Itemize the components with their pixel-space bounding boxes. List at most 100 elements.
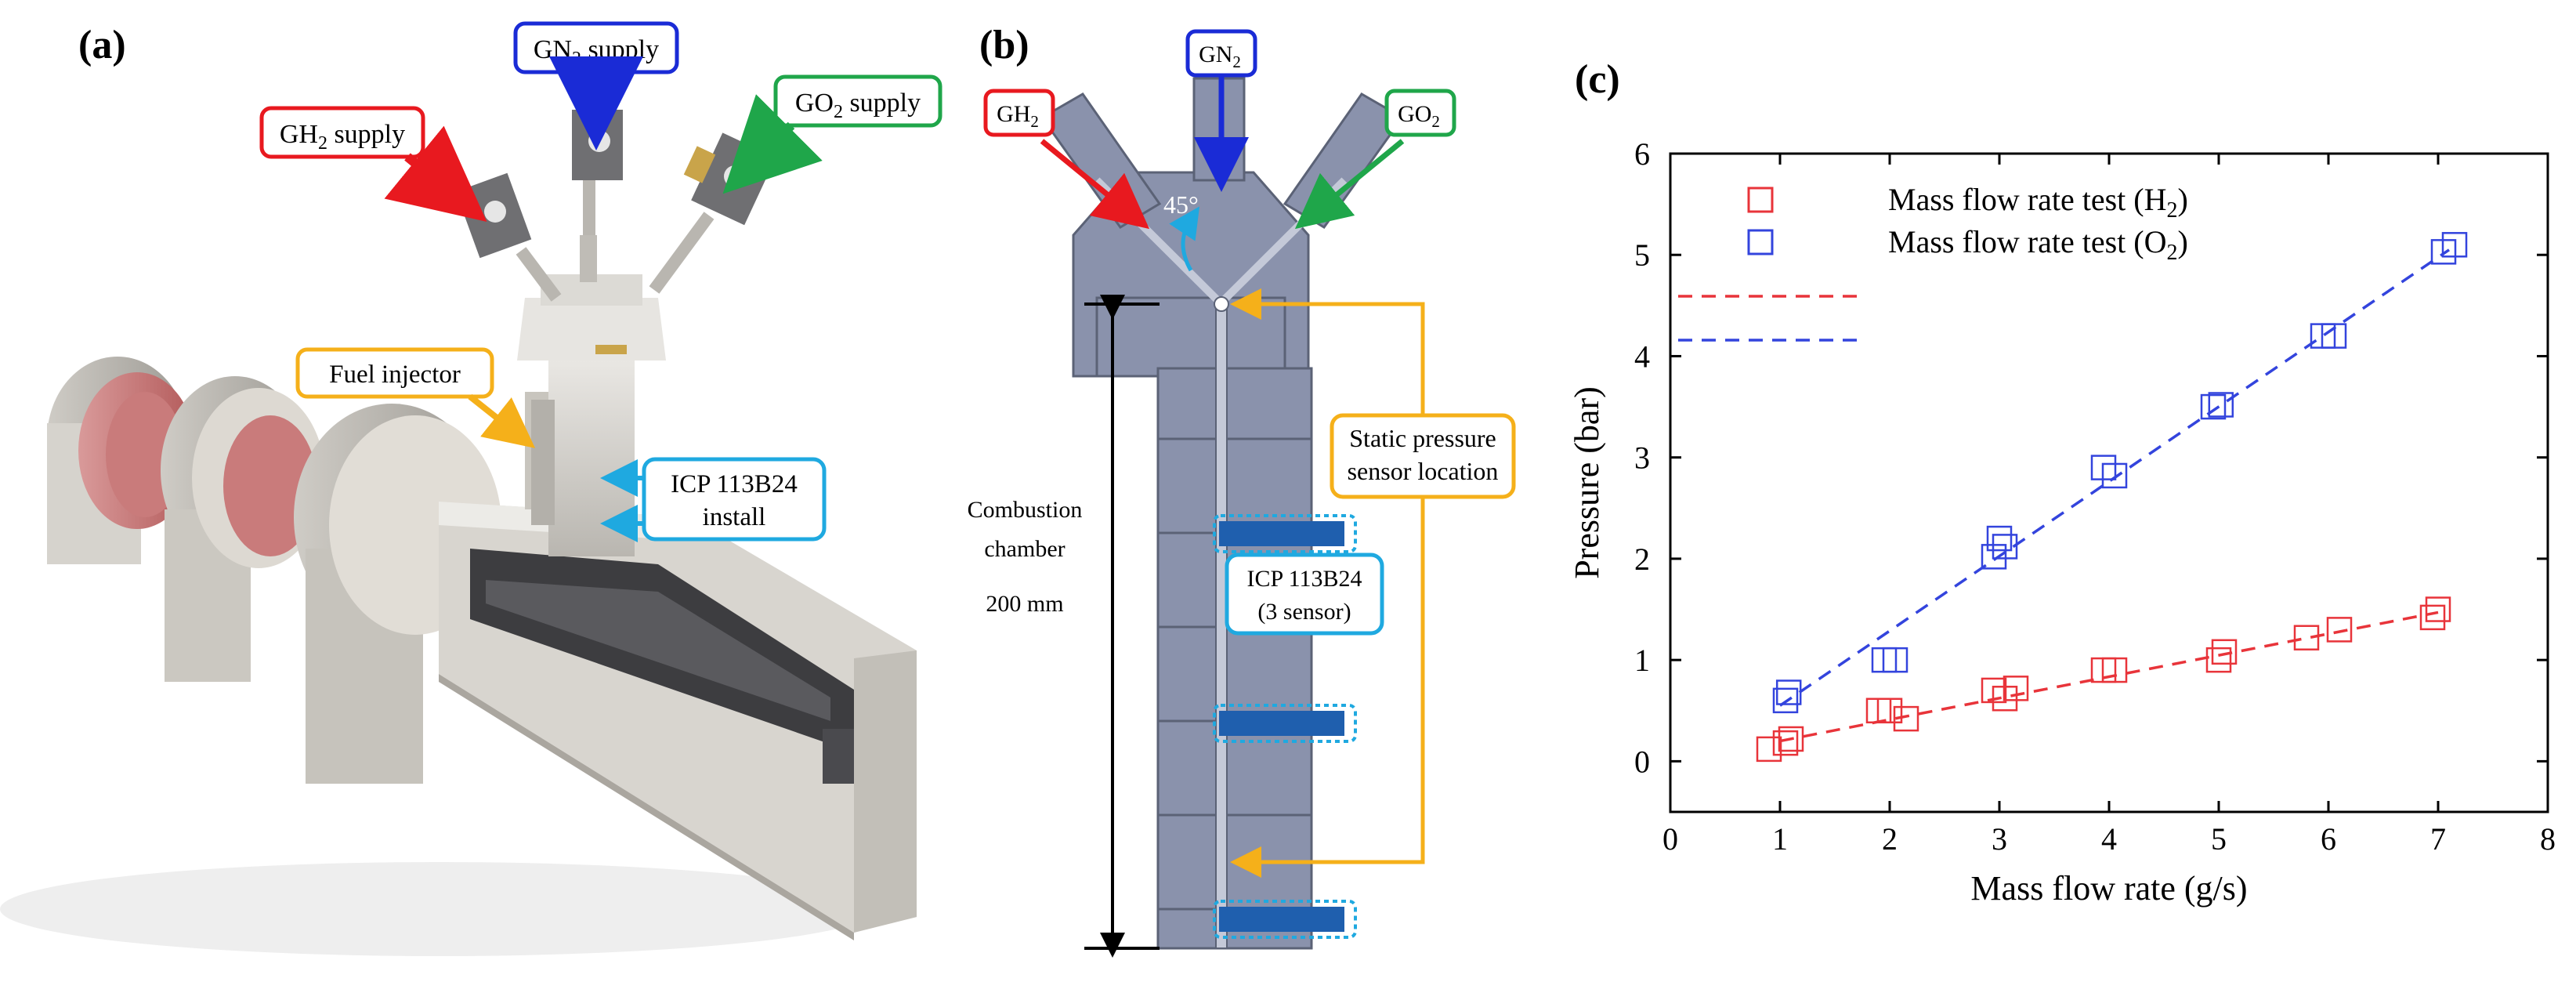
icp-install-line1: ICP 113B24 bbox=[671, 470, 798, 498]
legend-marker bbox=[1747, 187, 1774, 213]
data-point bbox=[2208, 392, 2234, 418]
data-point bbox=[2101, 462, 2128, 489]
svg-text:GN2: GN2 bbox=[1199, 42, 1241, 71]
rig-illustration bbox=[0, 86, 917, 956]
legend-label: Mass flow rate test (O2) bbox=[1888, 224, 2188, 265]
label-gn2-supply: GN2 supply bbox=[513, 21, 679, 150]
svg-text:GO2: GO2 bbox=[1398, 101, 1440, 131]
label-static-pressure: Static pressure sensor location bbox=[1230, 288, 1516, 878]
data-point bbox=[2441, 232, 2468, 258]
static-line1: Static pressure bbox=[1349, 424, 1496, 452]
label-gn2: GN2 bbox=[1185, 29, 1257, 78]
label-go2: GO2 bbox=[1384, 89, 1456, 137]
x-tick-label: 8 bbox=[2540, 821, 2556, 857]
label-gh2: GH2 bbox=[983, 89, 1055, 137]
gn2-b-prefix: GN bbox=[1199, 42, 1232, 67]
chamber-line1: Combustion bbox=[968, 497, 1083, 523]
y-tick-label: 2 bbox=[1634, 542, 1650, 577]
label-icp-install: ICP 113B24 install bbox=[600, 457, 827, 542]
legend-label: Mass flow rate test (H2) bbox=[1888, 182, 2188, 223]
x-axis: 0 1 2 3 4 5 6 7 8 bbox=[1662, 154, 2556, 857]
data-point bbox=[2200, 393, 2227, 420]
x-tick-label: 2 bbox=[1882, 821, 1898, 857]
data-point bbox=[2205, 647, 2232, 673]
gh2-suffix: supply bbox=[327, 120, 405, 149]
data-point bbox=[1772, 687, 1799, 714]
flange-rear bbox=[47, 357, 196, 564]
data-point bbox=[1986, 525, 2013, 552]
svg-text:GN2 supply: GN2 supply bbox=[534, 35, 659, 69]
y-tick-label: 4 bbox=[1634, 339, 1650, 374]
svg-text:GH2: GH2 bbox=[997, 101, 1039, 131]
valve-gn2 bbox=[572, 86, 623, 235]
injector-cross-section: 45° bbox=[1040, 71, 1405, 950]
data-point bbox=[2321, 323, 2347, 349]
gn2-b-sub: 2 bbox=[1232, 53, 1241, 71]
y-tick-label: 6 bbox=[1634, 136, 1650, 172]
data-point bbox=[1876, 697, 1903, 724]
panel-a-letter: (a) bbox=[78, 23, 126, 67]
data-point bbox=[1893, 705, 1919, 732]
gh2-b-prefix: GH bbox=[997, 101, 1030, 127]
valve-gh2 bbox=[455, 172, 562, 302]
pressure-sensor bbox=[1213, 514, 1357, 553]
panel-b-letter: (b) bbox=[979, 23, 1029, 67]
go2-b-prefix: GO bbox=[1398, 101, 1431, 127]
go2-b-sub: 2 bbox=[1431, 112, 1440, 131]
go2-sub: 2 bbox=[834, 102, 843, 122]
test-section bbox=[439, 502, 917, 940]
fuel-injector-text: Fuel injector bbox=[329, 361, 461, 389]
icp-b-line1: ICP 113B24 bbox=[1247, 566, 1362, 592]
legend: Mass flow rate test (H2)Mass flow rate t… bbox=[1678, 182, 2188, 342]
x-tick-label: 5 bbox=[2211, 821, 2227, 857]
data-point bbox=[1775, 679, 1802, 705]
label-fuel-injector: Fuel injector bbox=[295, 347, 536, 448]
legend-marker bbox=[1747, 229, 1774, 255]
data-point bbox=[2293, 625, 2320, 650]
series-layer bbox=[1756, 232, 2468, 763]
x-tick-label: 3 bbox=[1992, 821, 2007, 857]
y-tick-label: 3 bbox=[1634, 440, 1650, 476]
icp-b-line2: (3 sensor) bbox=[1257, 599, 1351, 625]
data-point bbox=[2211, 639, 2238, 665]
data-point bbox=[2419, 604, 2446, 631]
svg-text:GO2 supply: GO2 supply bbox=[795, 89, 921, 122]
y-axis: 0 1 2 3 4 5 6 bbox=[1634, 136, 2548, 779]
icp-install-line2: install bbox=[703, 503, 766, 531]
gh2-prefix: GH bbox=[280, 120, 318, 149]
x-tick-label: 6 bbox=[2321, 821, 2336, 857]
data-point bbox=[2003, 676, 2029, 701]
y-tick-label: 1 bbox=[1634, 643, 1650, 678]
x-tick-label: 1 bbox=[1772, 821, 1788, 857]
y-tick-label: 5 bbox=[1634, 237, 1650, 273]
series-o2 bbox=[1772, 232, 2468, 714]
go2-prefix: GO bbox=[795, 89, 834, 118]
x-tick-label: 7 bbox=[2430, 821, 2446, 857]
gn2-prefix: GN bbox=[534, 35, 572, 64]
label-go2-supply: GO2 supply bbox=[722, 74, 942, 194]
go2-suffix: supply bbox=[843, 89, 921, 118]
panel-c: (c) 0 1 2 3 4 5 6 7 8 0 1 2 3 4 5 6 Mass flow rate tes… bbox=[1568, 57, 2556, 908]
pressure-sensor bbox=[1213, 900, 1357, 939]
label-gh2-supply: GH2 supply bbox=[259, 106, 487, 222]
data-point bbox=[1772, 730, 1799, 756]
chart: 0 1 2 3 4 5 6 7 8 0 1 2 3 4 5 6 Mass flow rate test (H… bbox=[1568, 136, 2556, 908]
gh2-sub: 2 bbox=[318, 133, 327, 154]
pressure-sensor bbox=[1213, 704, 1357, 743]
x-axis-label: Mass flow rate (g/s) bbox=[1970, 869, 2247, 908]
flange-middle bbox=[161, 376, 325, 682]
chamber-line2: chamber bbox=[984, 536, 1065, 562]
gh2-b-sub: 2 bbox=[1030, 112, 1039, 131]
chamber-length: 200 mm bbox=[986, 591, 1063, 617]
data-point bbox=[1992, 534, 2018, 560]
data-point bbox=[1756, 736, 1782, 763]
series-h2 bbox=[1756, 596, 2451, 763]
gn2-sub: 2 bbox=[572, 49, 581, 69]
static-line2: sensor location bbox=[1348, 457, 1499, 485]
label-icp-3-sensor: ICP 113B24 (3 sensor) bbox=[1225, 553, 1384, 636]
svg-text:GH2 supply: GH2 supply bbox=[280, 120, 405, 154]
data-point bbox=[2425, 596, 2451, 622]
y-axis-label: Pressure (bar) bbox=[1568, 386, 1606, 579]
angle-label: 45° bbox=[1163, 190, 1199, 219]
data-point bbox=[2101, 657, 2128, 683]
